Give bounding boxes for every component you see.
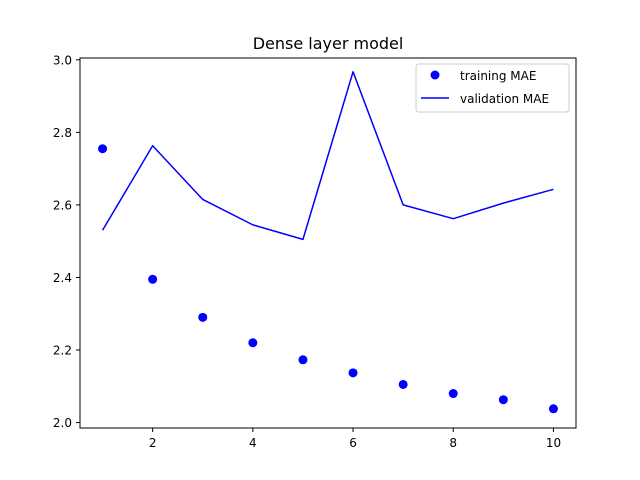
training-mae-point xyxy=(298,355,308,365)
chart-title: Dense layer model xyxy=(253,34,404,53)
training-mae-point xyxy=(348,368,358,378)
axes-frame xyxy=(79,57,577,429)
x-tick-label: 8 xyxy=(449,436,457,450)
training-mae-point xyxy=(448,389,458,399)
y-tick-label: 2.8 xyxy=(53,126,72,140)
x-tick-label: 6 xyxy=(349,436,357,450)
training-mae-point xyxy=(248,338,258,348)
y-tick-label: 3.0 xyxy=(53,53,72,67)
x-axis-ticks: 2 4 6 8 10 xyxy=(149,428,561,450)
y-axis-ticks: 2.0 2.2 2.4 2.6 2.8 3.0 xyxy=(53,53,80,430)
legend: training MAE validation MAE xyxy=(415,63,570,113)
x-tick-label: 10 xyxy=(546,436,561,450)
legend-label-validation: validation MAE xyxy=(460,92,549,106)
y-tick-label: 2.6 xyxy=(53,198,72,212)
legend-box xyxy=(415,63,570,113)
legend-label-training: training MAE xyxy=(460,69,536,83)
training-mae-point xyxy=(98,144,108,154)
legend-marker-training xyxy=(430,70,440,80)
validation-mae-line xyxy=(101,71,554,241)
training-mae-point xyxy=(548,404,558,414)
y-tick-label: 2.0 xyxy=(53,416,72,430)
x-tick-label: 4 xyxy=(249,436,257,450)
training-mae-point xyxy=(398,379,408,389)
plot-marks xyxy=(98,71,558,414)
training-mae-point xyxy=(498,395,508,405)
y-tick-label: 2.2 xyxy=(53,344,72,358)
training-mae-point xyxy=(148,274,158,284)
x-tick-label: 2 xyxy=(149,436,157,450)
y-tick-label: 2.4 xyxy=(53,271,72,285)
training-mae-point xyxy=(198,312,208,322)
